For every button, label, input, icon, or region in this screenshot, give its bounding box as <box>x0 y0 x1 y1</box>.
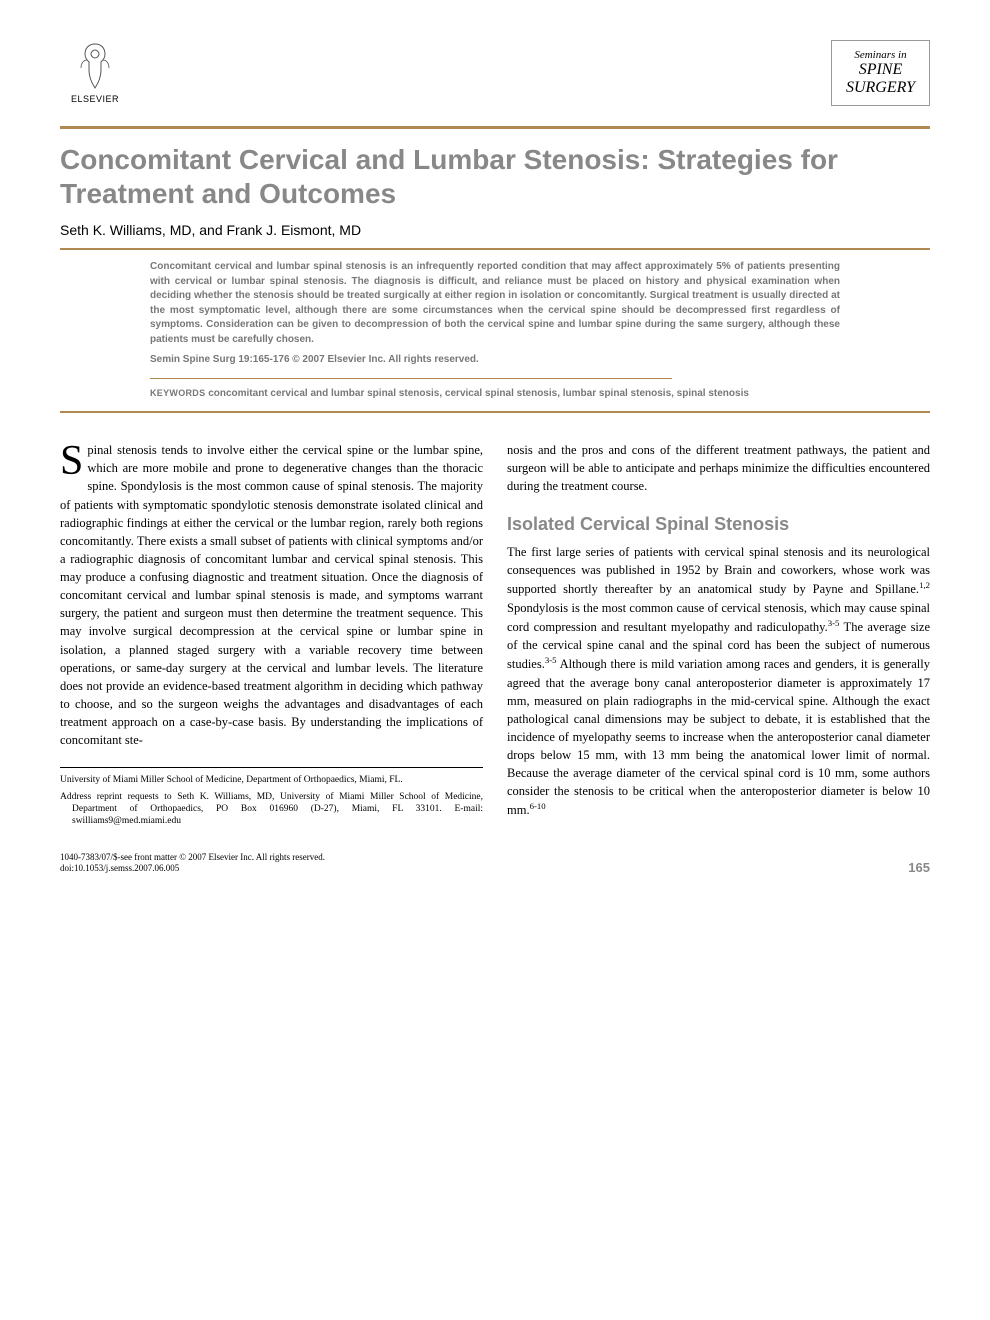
journal-line1: Seminars in <box>846 49 915 61</box>
rule-after-keywords <box>60 411 930 413</box>
article-title: Concomitant Cervical and Lumbar Stenosis… <box>60 143 930 210</box>
ref-6-10: 6-10 <box>530 801 546 811</box>
copyright-line: 1040-7383/07/$-see front matter © 2007 E… <box>60 852 325 864</box>
publisher-block: ELSEVIER <box>60 40 130 104</box>
col2-para2: The first large series of patients with … <box>507 543 930 820</box>
publisher-name: ELSEVIER <box>71 94 119 104</box>
ref-3-5a: 3-5 <box>828 618 840 628</box>
footer-row: 1040-7383/07/$-see front matter © 2007 E… <box>60 852 930 875</box>
citation-line: Semin Spine Surg 19:165-176 © 2007 Elsev… <box>150 353 840 368</box>
ref-1-2: 1,2 <box>919 580 930 590</box>
rule-after-authors <box>60 248 930 250</box>
col2-para1: nosis and the pros and cons of the diffe… <box>507 441 930 495</box>
authors: Seth K. Williams, MD, and Frank J. Eismo… <box>60 222 930 238</box>
footnotes-block: University of Miami Miller School of Med… <box>60 767 483 827</box>
col2-text-d: Although there is mild variation among r… <box>507 657 930 817</box>
correspondence-footnote: Address reprint requests to Seth K. Will… <box>60 791 483 828</box>
body-para-1: Spinal stenosis tends to involve either … <box>60 441 483 749</box>
rule-mid <box>150 378 672 379</box>
abstract-text: Concomitant cervical and lumbar spinal s… <box>150 260 840 347</box>
copyright-block: 1040-7383/07/$-see front matter © 2007 E… <box>60 852 325 875</box>
col2-text-a: The first large series of patients with … <box>507 545 930 596</box>
journal-line2: SPINE <box>846 61 915 79</box>
keywords-text: concomitant cervical and lumbar spinal s… <box>208 388 749 399</box>
journal-line3: SURGERY <box>846 79 915 97</box>
abstract-block: Concomitant cervical and lumbar spinal s… <box>150 260 840 368</box>
doi-line: doi:10.1053/j.semss.2007.06.005 <box>60 863 325 875</box>
column-right: nosis and the pros and cons of the diffe… <box>507 441 930 832</box>
col1-text: pinal stenosis tends to involve either t… <box>60 443 483 747</box>
ref-3-5b: 3-5 <box>545 655 557 665</box>
section-heading-isolated-cervical: Isolated Cervical Spinal Stenosis <box>507 514 930 536</box>
column-left: Spinal stenosis tends to involve either … <box>60 441 483 832</box>
page-number: 165 <box>908 860 930 875</box>
elsevier-logo-icon <box>71 40 119 92</box>
rule-top <box>60 126 930 129</box>
dropcap: S <box>60 441 87 478</box>
affiliation-footnote: University of Miami Miller School of Med… <box>60 774 483 786</box>
keywords-block: KEYWORDS concomitant cervical and lumbar… <box>150 387 840 402</box>
journal-title-block: Seminars in SPINE SURGERY <box>831 40 930 106</box>
keywords-label: KEYWORDS <box>150 388 205 398</box>
body-columns: Spinal stenosis tends to involve either … <box>60 441 930 832</box>
header-row: ELSEVIER Seminars in SPINE SURGERY <box>60 40 930 106</box>
